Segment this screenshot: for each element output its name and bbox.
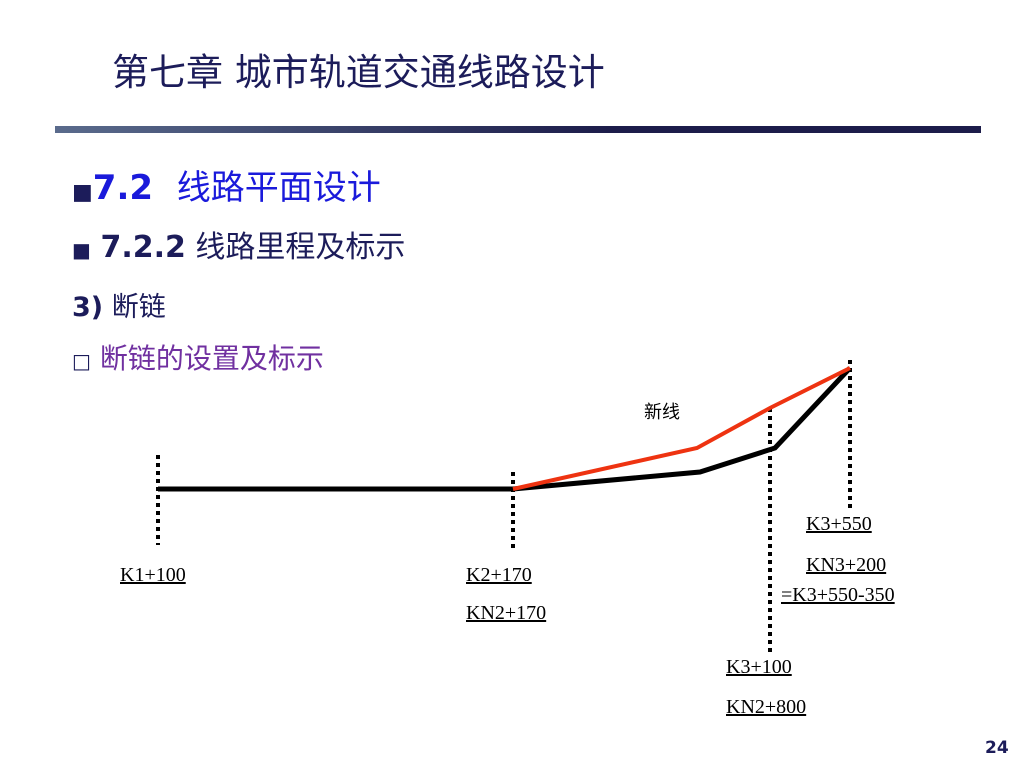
- station-label: K3+550: [806, 513, 872, 535]
- station-label: KN2+800: [726, 696, 807, 718]
- new-line-label: 新线: [644, 402, 680, 423]
- title-rule: [55, 126, 981, 133]
- page-number: 24: [985, 738, 1009, 758]
- section-number: 7.2: [92, 168, 154, 208]
- item-number: 3): [72, 292, 104, 323]
- item-heading: 3) 断链: [72, 285, 166, 324]
- slide-title: 第七章 城市轨道交通线路设计: [112, 51, 605, 94]
- station-label: KN2+170: [466, 602, 547, 624]
- station-label: K3+100: [726, 656, 792, 678]
- station-label: =K3+550-350: [781, 584, 895, 606]
- subsection-number: 7.2.2: [100, 230, 186, 265]
- new-line: [512, 366, 851, 491]
- station-label: K2+170: [466, 564, 532, 586]
- bullet-text: 断链的设置及标示: [99, 342, 324, 375]
- station-label: KN3+200: [806, 554, 887, 576]
- section-title: 线路平面设计: [176, 168, 381, 208]
- station-label: K1+100: [120, 564, 186, 586]
- bullet: □ 断链的设置及标示: [72, 342, 324, 375]
- old-line: [158, 366, 852, 492]
- item-title: 断链: [111, 292, 166, 323]
- subsection-heading: ■ 7.2.2 线路里程及标示: [72, 230, 406, 265]
- section-heading: ■7.2 线路平面设计: [72, 168, 381, 208]
- subsection-title: 线路里程及标示: [195, 230, 406, 265]
